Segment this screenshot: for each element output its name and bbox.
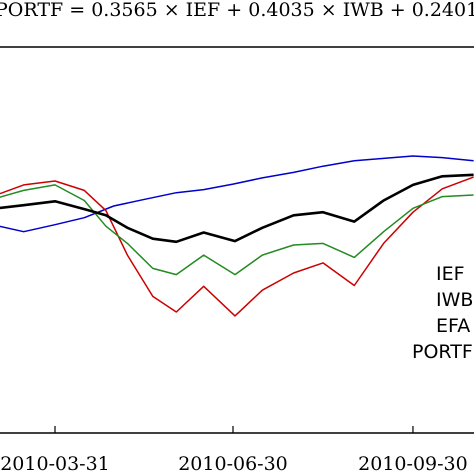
chart-title: PORTF = 0.3565 × IEF + 0.4035 × IWB + 0.…	[0, 0, 474, 21]
x-tick-label: 2010-09-30	[358, 453, 468, 474]
series-line-efa	[0, 184, 474, 276]
x-tick-label: 2010-03-31	[0, 453, 110, 474]
x-axis: 2010-03-31 2010-06-30 2010-09-30	[0, 426, 468, 474]
series-line-iwb	[0, 176, 474, 317]
legend: IEF IWB EFA PORTF	[412, 263, 473, 363]
series-layer	[0, 155, 474, 317]
legend-label-portf: PORTF	[412, 341, 473, 363]
series-line-portf	[0, 173, 474, 244]
x-tick-label: 2010-06-30	[178, 453, 288, 474]
plot-frame	[0, 46, 474, 434]
legend-label-efa: EFA	[436, 315, 470, 337]
series-line-ief	[0, 155, 474, 233]
legend-label-iwb: IWB	[436, 289, 473, 311]
legend-label-ief: IEF	[436, 263, 465, 285]
